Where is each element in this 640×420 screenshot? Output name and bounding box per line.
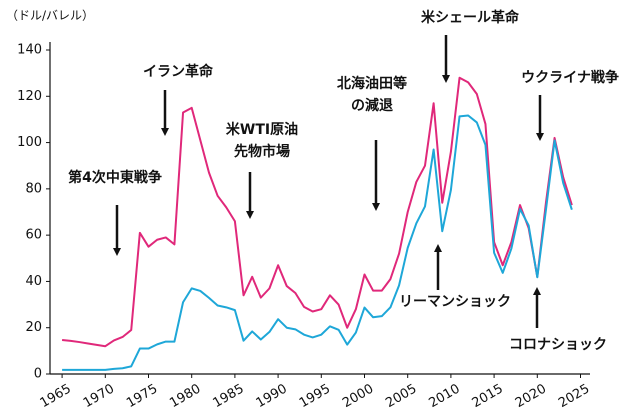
y-unit-label: （ドル/バレル） [6, 9, 94, 23]
x-tick-label: 1965 [38, 382, 74, 412]
x-tick-label: 1970 [81, 382, 117, 412]
annotation: 北海油田等 [337, 75, 407, 92]
annotation: ウクライナ戦争 [521, 69, 619, 86]
x-tick-label: 2020 [513, 382, 549, 412]
x-tick-label: 1995 [297, 382, 333, 412]
y-tick-label: 140 [17, 43, 42, 58]
x-tick-label: 2015 [470, 382, 506, 412]
series-line [62, 114, 573, 371]
annotation: 第4次中東戦争 [68, 169, 162, 186]
x-tick-label: 2025 [556, 382, 592, 412]
annotation: コロナショック [509, 337, 607, 353]
annotation: 先物市場 [234, 143, 290, 160]
x-tick-label: 2005 [383, 382, 419, 412]
annotation: の減退 [351, 97, 393, 114]
annotation: リーマンショック [399, 294, 511, 310]
y-tick-label: 120 [17, 89, 42, 104]
x-tick-label: 1975 [124, 382, 160, 412]
x-tick-label: 2010 [426, 382, 462, 412]
annotation: イラン革命 [143, 63, 214, 80]
x-tick-label: 1985 [210, 382, 246, 412]
y-tick-label: 80 [25, 181, 42, 196]
x-tick-label: 1980 [167, 382, 203, 412]
y-tick-label: 100 [17, 135, 42, 150]
annotation: 米WTI原油 [226, 121, 298, 138]
y-tick-label: 60 [25, 228, 42, 243]
x-tick-label: 1990 [254, 382, 290, 412]
series-line [61, 76, 573, 348]
y-tick-label: 40 [25, 274, 42, 289]
annotation: 米シェール革命 [421, 9, 520, 26]
y-tick-label: 20 [25, 320, 42, 335]
x-tick-label: 2000 [340, 382, 376, 412]
y-tick-label: 0 [34, 367, 42, 382]
arrows [113, 35, 544, 328]
